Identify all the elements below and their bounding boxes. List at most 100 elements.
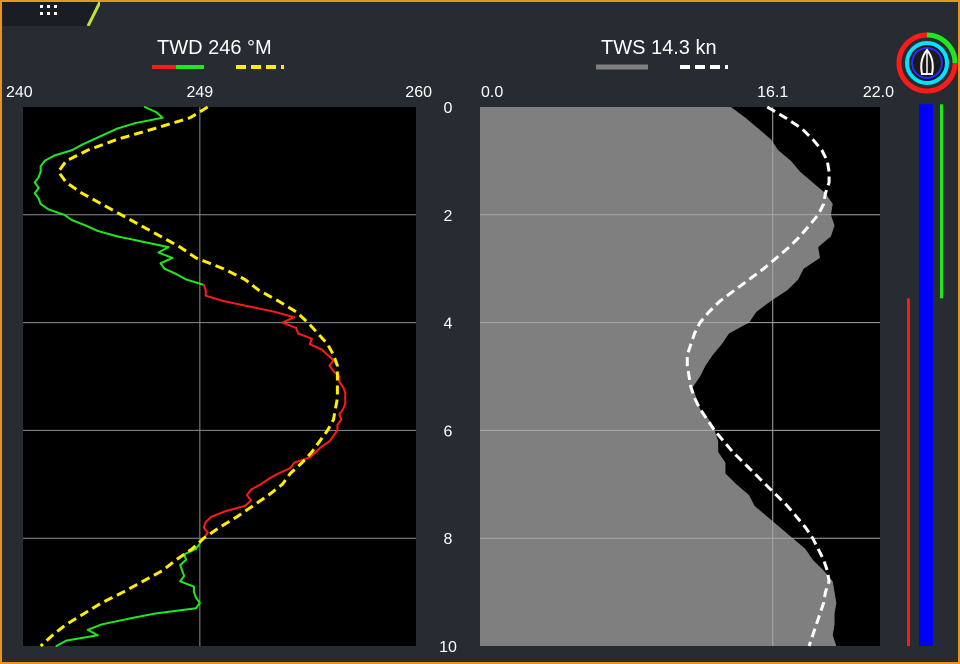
twd-raw-segment [33,192,40,200]
tws-x-tick-label: 16.1 [757,84,788,101]
twd-raw-segment [33,181,40,189]
twd-x-tick-label: 260 [405,84,432,101]
twd-raw-segment [259,477,270,486]
twd-raw-segment [71,219,87,227]
twd-raw-segment [293,456,311,464]
twd-raw-segment [86,623,103,631]
twd-raw-segment [246,488,252,497]
time-axis-tick-label: 8 [444,531,453,548]
twd-raw-segment [141,240,170,249]
side-bars [907,104,943,647]
twd-raw-segment [92,132,107,141]
twd-chart: 240 249 260 [6,84,432,648]
twd-raw-segment [153,607,197,615]
twd-raw-segment [116,122,137,130]
twd-raw-segment [55,639,68,647]
twd-raw-segment [247,305,276,313]
twd-raw-segment [204,515,213,524]
twd-raw-segment [297,332,313,340]
twd-raw-segment [65,634,99,642]
tws-average-line [685,105,831,647]
twd-raw-segment [47,208,66,216]
twd-raw-segment [326,353,335,362]
twd-raw-segment [179,580,195,588]
twd-raw-segment [143,106,158,114]
twd-raw-segment [338,407,345,416]
history-bar [919,104,933,647]
twd-raw-segment [267,472,280,480]
time-axis-tick-label: 4 [444,316,453,333]
twd-raw-segment [336,418,343,427]
twd-raw-segment [71,143,83,152]
starboard-bar [940,104,943,299]
twd-raw-segment [53,149,74,157]
twd-raw-segment [39,159,46,168]
twd-raw-segment [273,310,296,319]
twd-raw-segment [126,612,156,621]
twd-raw-segment [338,380,345,389]
twd-raw-segment [33,176,40,184]
twd-raw-segment [277,467,292,475]
twd-raw-segment [249,483,262,491]
twd-plot-area [23,107,416,646]
twd-raw-segment [320,440,331,448]
twd-raw-segment [328,359,335,367]
twd-raw-segment [194,542,201,550]
twd-raw-segment [222,300,250,308]
sail-compass-icon[interactable] [896,32,958,94]
twd-raw-segment [202,526,209,534]
twd-raw-segment [80,138,95,146]
grid-menu-icon[interactable] [30,2,70,22]
twd-raw-segment [96,229,119,238]
twd-raw-segment [100,618,129,626]
twd-raw-segment [328,364,335,373]
twd-raw-segment [179,558,188,567]
twd-raw-segment [157,251,174,259]
twd-raw-segment [163,267,178,276]
twd-raw-segment [246,494,252,502]
twd-raw-segment [175,273,188,281]
twd-raw-segment [194,596,201,604]
tws-raw-area [480,107,837,646]
tws-title: TWS 14.3 kn [601,37,717,59]
twd-average-line [39,105,339,648]
time-axis-tick-label: 0 [444,100,453,117]
twd-raw-segment [281,316,296,324]
menu-tab [2,2,100,26]
twd-raw-segment [86,628,99,637]
twd-raw-segment [33,186,40,195]
twd-raw-segment [244,499,252,507]
tws-x-tick-label: 0.0 [481,84,503,101]
twd-raw-segment [157,246,170,254]
tws-x-tick-label: 22.0 [863,84,894,101]
twd-raw-segment [210,510,227,518]
twd-raw-segment [84,224,99,232]
twd-raw-segment [320,348,329,356]
twd-raw-segment [43,154,56,162]
twd-raw-segment [289,461,296,470]
twd-raw-segment [194,601,201,610]
twd-raw-segment [134,116,164,125]
twd-raw-segment [281,321,298,329]
twd-raw-segment [224,504,247,513]
port-bar [907,298,910,646]
twd-title: TWD 246 °M [157,37,272,59]
twd-x-tick-label: 240 [6,84,33,101]
twd-raw-segment [328,434,335,443]
twd-raw-segment [308,343,323,351]
twd-raw-segment [204,294,225,303]
twd-raw-segment [116,235,144,243]
twd-raw-segment [185,278,205,286]
twd-raw-segment [159,256,174,265]
twd-raw-segment [332,429,339,437]
twd-raw-segment [155,111,164,119]
tws-chart: 0.0 16.1 22.0 0 2 4 6 8 10 [439,84,894,656]
twd-raw-segment [308,450,317,459]
twd-raw-segment [314,445,323,453]
time-axis-tick-label: 2 [444,208,453,225]
time-axis-tick-label: 10 [439,639,457,656]
time-axis-tick-label: 6 [444,423,453,440]
twd-raw-segment [179,574,186,583]
